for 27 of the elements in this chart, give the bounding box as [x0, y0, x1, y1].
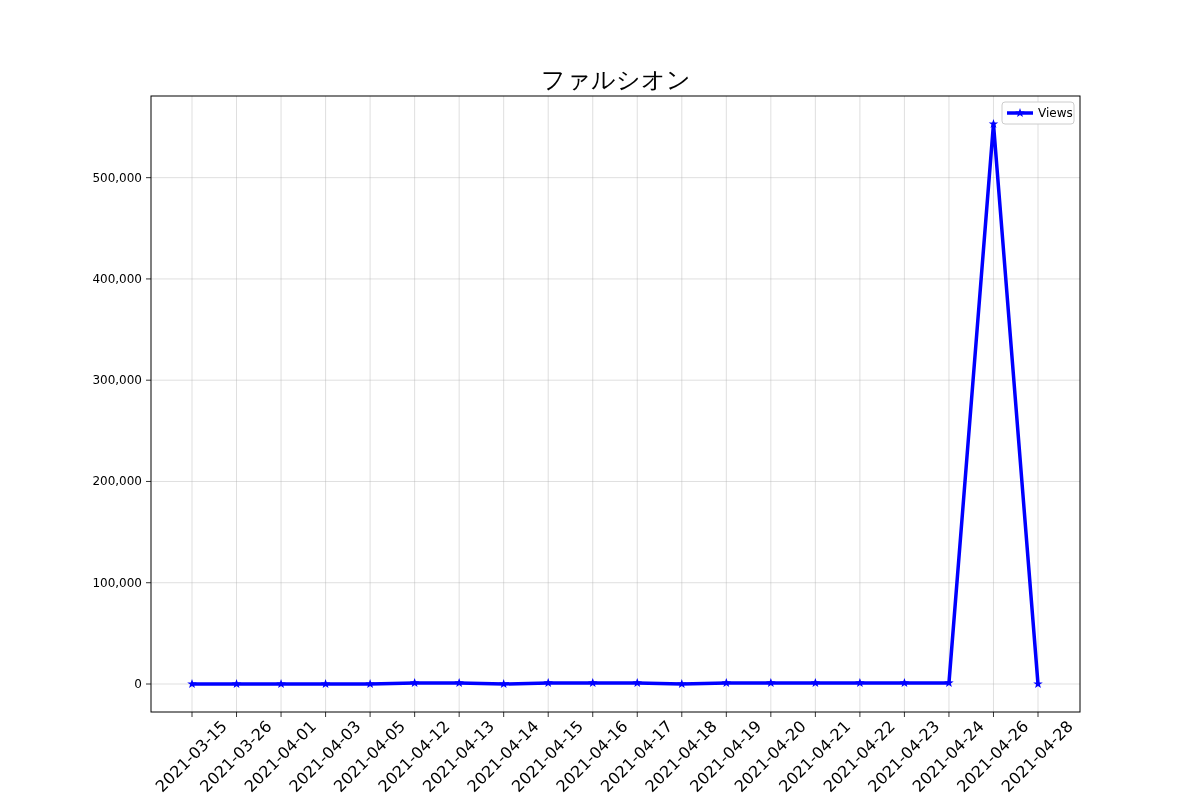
- point: [409, 677, 420, 688]
- point: [632, 677, 643, 688]
- chart-title: ファルシオン: [540, 66, 691, 94]
- point: [855, 677, 865, 688]
- point: [276, 679, 286, 689]
- point: [498, 679, 509, 689]
- point: [231, 679, 242, 689]
- y-tick-label: 200,000: [92, 474, 142, 489]
- point: [543, 677, 553, 688]
- y-tick-label: 300,000: [92, 373, 142, 388]
- point: [187, 679, 197, 689]
- point: [988, 119, 999, 129]
- y-tick-label: 500,000: [92, 170, 142, 185]
- point: [721, 677, 732, 688]
- point: [899, 677, 910, 688]
- point: [587, 677, 598, 688]
- point: [454, 677, 464, 688]
- y-tick-label: 0: [134, 677, 142, 691]
- point: [677, 679, 687, 689]
- y-tick-label: 400,000: [92, 271, 142, 286]
- legend-label: Views: [1038, 106, 1073, 120]
- y-tick-label: 100,000: [92, 575, 142, 590]
- point: [320, 679, 331, 689]
- point: [365, 679, 375, 689]
- point: [810, 677, 821, 688]
- point: [766, 677, 776, 688]
- legend: Views: [1001, 101, 1075, 125]
